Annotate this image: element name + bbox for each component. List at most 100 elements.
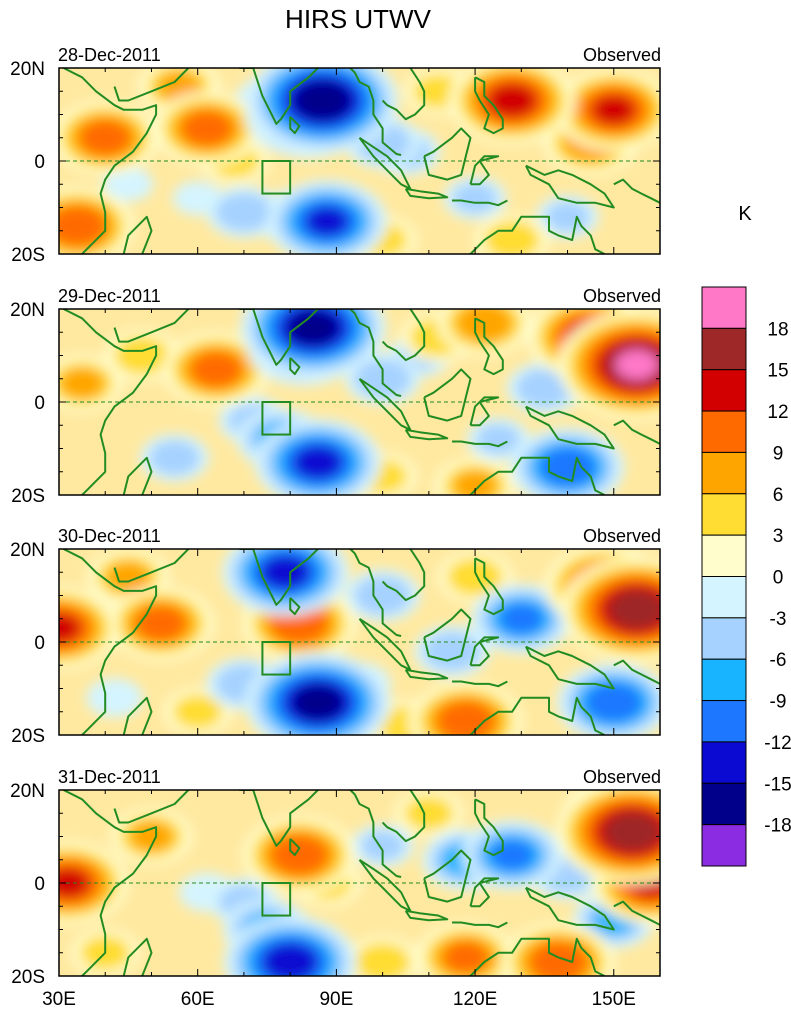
panel-3-field: [59, 549, 660, 735]
colorbar-swatch: [701, 782, 747, 826]
panel-4: 20N 0 20S 31-Dec-2011 Observed: [10, 767, 661, 988]
field-blob: [403, 796, 454, 831]
colorbar-swatch: [701, 286, 747, 329]
coastline: [113, 309, 190, 343]
coastline: [525, 645, 615, 690]
study-box: [261, 160, 292, 195]
coastline: [613, 419, 660, 445]
coastline: [122, 937, 153, 976]
y-tick-label: 0: [34, 152, 45, 173]
coastline: [239, 549, 319, 606]
coastline: [452, 680, 508, 688]
field-blob: [215, 192, 273, 232]
coastline: [289, 597, 301, 616]
colorbar-swatch: [701, 658, 747, 702]
coastline: [525, 164, 615, 209]
coastline: [122, 696, 153, 735]
field-blob: [453, 470, 497, 495]
field-blob: [262, 942, 319, 976]
coastline: [113, 790, 190, 824]
y-tick-label: 20S: [11, 245, 45, 266]
field-blob: [103, 167, 154, 202]
panel-label: Observed: [583, 286, 661, 306]
field-blob: [60, 368, 104, 399]
x-tick-label: 60E: [181, 989, 215, 1010]
colorbar-units-label: K: [738, 203, 752, 225]
panel-label: Observed: [583, 526, 661, 546]
field-blob: [80, 120, 131, 155]
panel-date: 31-Dec-2011: [58, 767, 161, 787]
coastline: [63, 790, 158, 976]
field-blob: [615, 349, 659, 380]
coastline: [63, 68, 158, 254]
coastline: [122, 215, 153, 254]
panel-2-field: [59, 309, 660, 495]
colorbar-tick-label: -3: [770, 609, 787, 630]
field-blob: [545, 201, 590, 232]
coastline: [381, 549, 426, 602]
chart-title: HIRS UTWV: [285, 4, 432, 34]
coastline: [381, 309, 426, 362]
panel-1-field: [59, 68, 660, 254]
coastline: [469, 877, 500, 908]
y-tick-label: 20N: [10, 781, 45, 802]
field-blob: [292, 685, 343, 720]
colorbar-tick-label: -15: [764, 774, 791, 795]
coastline: [452, 921, 508, 929]
coastline: [122, 456, 153, 495]
coastline: [289, 838, 301, 857]
coastline: [239, 68, 319, 125]
field-blob: [292, 445, 343, 480]
field-blob: [149, 440, 200, 475]
colorbar-tick-label: -9: [770, 692, 787, 713]
field-blob: [476, 424, 520, 455]
coastline: [423, 849, 472, 903]
field-blob: [129, 821, 174, 852]
coastline: [423, 608, 472, 662]
panels-group: 20N 0 20S 28-Dec-2011 Observed 20N 0 20S 29-Dec-…: [10, 45, 661, 1010]
panel-3: 20N 0 20S 30-Dec-2011 Observed: [10, 526, 661, 747]
coastline: [525, 405, 615, 450]
field-blob: [354, 576, 411, 615]
coastline: [327, 790, 402, 878]
coastline: [239, 790, 319, 847]
x-tick-label: 150E: [592, 989, 636, 1010]
colorbar-swatch: [701, 327, 747, 371]
coastline: [474, 798, 504, 857]
panel-2-coastlines: [63, 309, 660, 495]
colorbar-swatch: [701, 741, 747, 784]
coastline: [474, 317, 504, 376]
field-blob: [608, 590, 660, 629]
colorbar-tick-label: -6: [770, 650, 787, 671]
study-box: [261, 641, 292, 676]
y-tick-label: 20S: [11, 967, 45, 988]
coastline: [466, 696, 605, 735]
x-tick-label: 30E: [42, 989, 76, 1010]
coastline: [469, 155, 500, 186]
y-tick-label: 20N: [10, 300, 45, 321]
panel-1: 20N 0 20S 28-Dec-2011 Observed: [10, 45, 661, 266]
field-blob: [305, 206, 349, 237]
field-blob: [487, 83, 538, 118]
colorbar: 18 15 12 9 6 3 0 -3 -6 -9 -12 -15 -18: [701, 286, 791, 867]
colorbar-swatch: [701, 451, 747, 495]
coastline: [452, 440, 508, 448]
colorbar-tick-label: 18: [767, 319, 788, 340]
colorbar-swatch: [701, 824, 747, 867]
coastline: [474, 557, 504, 616]
coastline: [423, 127, 472, 181]
field-blob: [172, 694, 223, 729]
colorbar-swatch: [701, 369, 747, 412]
field-blob: [191, 352, 242, 387]
y-tick-label: 0: [34, 633, 45, 654]
field-blob: [585, 683, 642, 722]
colorbar-swatch: [701, 576, 747, 619]
coastline: [381, 68, 426, 121]
colorbar-swatch: [701, 534, 747, 578]
coastline: [469, 636, 500, 667]
panel-date: 30-Dec-2011: [58, 526, 161, 546]
coastline: [452, 199, 508, 207]
colorbar-tick-label: 12: [767, 402, 788, 423]
field-blob: [59, 613, 81, 644]
